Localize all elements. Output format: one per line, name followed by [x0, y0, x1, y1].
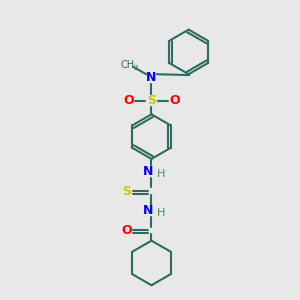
- Text: O: O: [121, 224, 131, 237]
- Text: N: N: [143, 165, 153, 178]
- Text: 3: 3: [134, 65, 138, 71]
- Text: S: S: [122, 184, 131, 197]
- Text: H: H: [157, 208, 166, 218]
- Text: S: S: [147, 94, 156, 107]
- Text: H: H: [157, 169, 166, 179]
- Text: N: N: [143, 204, 153, 218]
- Text: O: O: [169, 94, 180, 107]
- Text: O: O: [123, 94, 134, 107]
- Text: CH: CH: [121, 60, 135, 70]
- Text: N: N: [146, 71, 157, 84]
